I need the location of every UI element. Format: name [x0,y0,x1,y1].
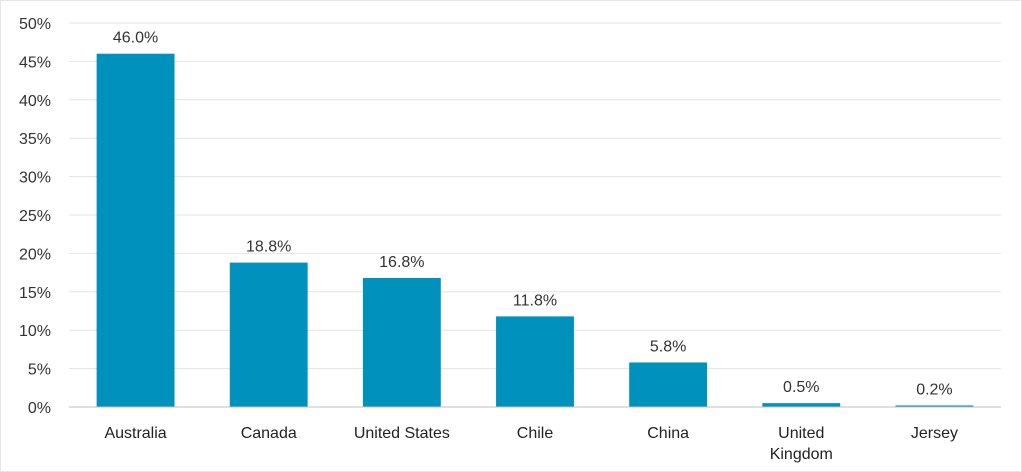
bar [362,277,441,407]
y-tick-label: 5% [28,362,51,379]
y-tick-label: 45% [19,54,51,71]
category-label-line: Jersey [911,425,958,442]
y-axis-tick-labels: 0% 5% 10% 15% 20% 25% 30% 35% 40% 45% 50% [19,16,51,417]
data-label: 5.8% [650,338,686,355]
category-label-line: Canada [241,425,297,442]
category-label-line: Kingdom [770,446,833,463]
x-axis-category-labels: Australia Canada United States Chile China Un… [104,425,958,463]
category-label-line: China [647,425,689,442]
bar [496,316,574,407]
data-label: 16.8% [379,254,424,271]
category-label-line: Australia [104,425,166,442]
bars [96,53,974,407]
category-label-line: Chile [517,425,554,442]
category-label: Australia [104,425,166,442]
category-label-line: United States [354,425,450,442]
y-tick-label: 30% [19,170,51,187]
y-tick-label: 25% [19,208,51,225]
bar [895,405,974,407]
category-label: China [647,425,689,442]
data-label: 0.2% [916,381,952,398]
bar [762,403,841,407]
category-label: Chile [517,425,554,442]
bar [96,53,175,407]
y-tick-label: 10% [19,323,51,340]
data-labels: 46.0% 18.8% 16.8% 11.8% 5.8% 0.5% 0.2% [113,30,953,399]
y-tick-label: 35% [19,131,51,148]
y-tick-label: 15% [19,285,51,302]
bar [229,262,308,407]
category-label: United States [354,425,450,442]
data-label: 46.0% [113,30,158,47]
data-label: 18.8% [246,239,291,256]
category-label: United Kingdom [770,425,833,463]
y-tick-label: 20% [19,246,51,263]
category-label: Jersey [911,425,958,442]
bar [629,362,708,407]
y-tick-label: 0% [28,400,51,417]
category-label-line: United [778,425,824,442]
data-label: 0.5% [783,379,819,396]
category-label: Canada [241,425,297,442]
y-tick-label: 50% [19,16,51,33]
gridlines [69,22,1001,370]
data-label: 11.8% [513,292,557,309]
y-tick-label: 40% [19,93,51,110]
